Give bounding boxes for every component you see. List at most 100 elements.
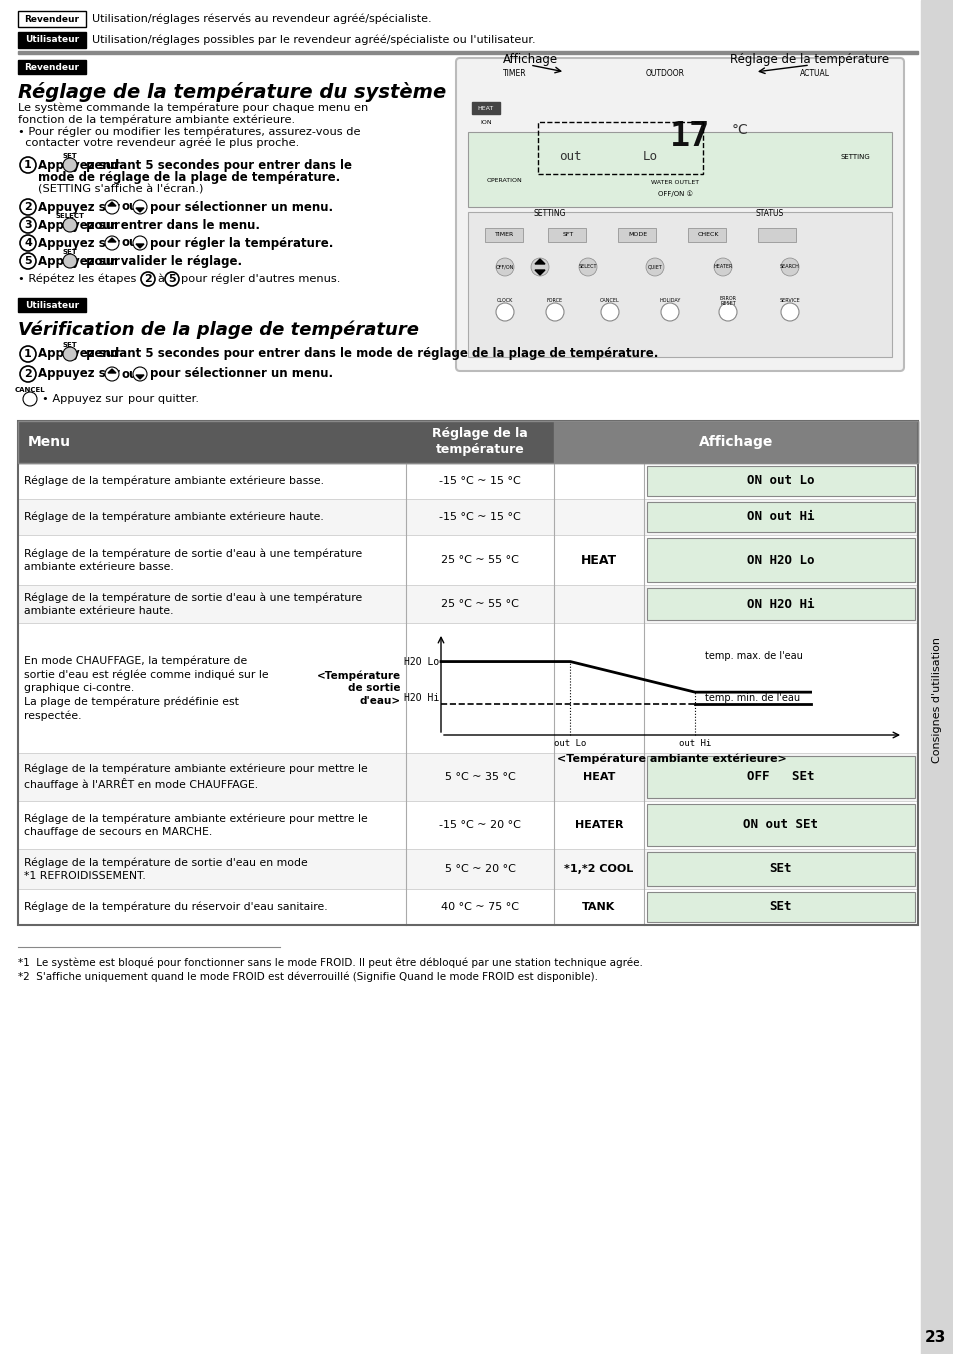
Text: -15 °C ~ 20 °C: -15 °C ~ 20 °C xyxy=(438,821,520,830)
Text: H2O Lo: H2O Lo xyxy=(403,657,438,666)
Text: • Répétez les étapes: • Répétez les étapes xyxy=(18,274,136,284)
Text: STATUS: STATUS xyxy=(755,210,783,218)
Bar xyxy=(18,535,917,585)
Text: HEAT: HEAT xyxy=(582,772,615,783)
FancyBboxPatch shape xyxy=(646,804,914,846)
Text: Affichage: Affichage xyxy=(502,54,557,66)
Text: *2  S'affiche uniquement quand le mode FROID est déverrouillé (Signifie Quand le: *2 S'affiche uniquement quand le mode FR… xyxy=(18,972,598,982)
Text: 4: 4 xyxy=(24,238,31,248)
Text: Réglage de la température ambiante extérieure pour mettre le
chauffage à l'ARRÊT: Réglage de la température ambiante extér… xyxy=(24,764,367,791)
Text: <Température
de sortie
d'eau>: <Température de sortie d'eau> xyxy=(316,670,400,705)
Text: TIMER: TIMER xyxy=(502,69,526,79)
Circle shape xyxy=(23,393,37,406)
Text: HEAT: HEAT xyxy=(477,106,494,111)
Bar xyxy=(468,131,891,207)
Text: SET: SET xyxy=(63,343,77,348)
Polygon shape xyxy=(136,209,144,213)
Text: °C: °C xyxy=(731,123,747,137)
Text: Utilisation/réglages réservés au revendeur agréé/spécialiste.: Utilisation/réglages réservés au revende… xyxy=(91,14,431,24)
Circle shape xyxy=(645,259,663,276)
FancyBboxPatch shape xyxy=(646,538,914,582)
Text: ERROR
RESET: ERROR RESET xyxy=(719,295,736,306)
Text: Réglage de la température du système: Réglage de la température du système xyxy=(18,83,446,102)
Bar xyxy=(18,890,917,925)
Bar xyxy=(18,623,917,753)
Bar xyxy=(758,227,795,242)
Text: Appuyez sur: Appuyez sur xyxy=(38,237,120,249)
Text: pour régler la température.: pour régler la température. xyxy=(150,237,333,249)
Circle shape xyxy=(132,200,147,214)
Text: temp. min. de l'eau: temp. min. de l'eau xyxy=(704,693,800,703)
Circle shape xyxy=(719,303,737,321)
Text: à: à xyxy=(157,274,164,284)
Text: 2: 2 xyxy=(24,370,31,379)
Text: FORCE: FORCE xyxy=(546,298,562,303)
FancyBboxPatch shape xyxy=(646,756,914,798)
Bar xyxy=(618,227,656,242)
Text: Vérification de la plage de température: Vérification de la plage de température xyxy=(18,321,418,340)
Circle shape xyxy=(20,253,36,269)
Text: Appuyez sur: Appuyez sur xyxy=(38,200,120,214)
Text: *1  Le système est bloqué pour fonctionner sans le mode FROID. Il peut être débl: *1 Le système est bloqué pour fonctionne… xyxy=(18,957,642,968)
Text: SET: SET xyxy=(63,249,77,255)
Text: pour valider le réglage.: pour valider le réglage. xyxy=(82,255,242,268)
Text: Utilisation/réglages possibles par le revendeur agréé/spécialiste ou l'utilisate: Utilisation/réglages possibles par le re… xyxy=(91,35,535,45)
FancyBboxPatch shape xyxy=(646,852,914,886)
Text: Réglage de la température de sortie d'eau en mode
*1 REFROIDISSEMENT.: Réglage de la température de sortie d'ea… xyxy=(24,857,308,881)
Text: SFT: SFT xyxy=(561,233,573,237)
Text: Menu: Menu xyxy=(28,435,71,450)
Text: CANCEL: CANCEL xyxy=(599,298,619,303)
Text: OFF/ON ①: OFF/ON ① xyxy=(657,191,692,198)
Bar xyxy=(18,51,917,54)
Polygon shape xyxy=(108,238,116,242)
Bar xyxy=(18,421,917,463)
Text: OPERATION: OPERATION xyxy=(487,177,522,183)
Text: ou: ou xyxy=(122,367,138,380)
Polygon shape xyxy=(108,202,116,206)
Text: QUIET: QUIET xyxy=(647,264,661,269)
Text: ON out Lo: ON out Lo xyxy=(746,474,814,487)
Circle shape xyxy=(141,272,154,286)
Text: mode de réglage de la plage de température.: mode de réglage de la plage de températu… xyxy=(38,172,340,184)
Text: SETTING: SETTING xyxy=(533,210,566,218)
Bar xyxy=(18,11,86,27)
Text: 2: 2 xyxy=(144,274,152,284)
FancyBboxPatch shape xyxy=(646,466,914,496)
Circle shape xyxy=(531,259,548,276)
Text: Réglage de la température de sortie d'eau à une température
ambiante extérieure : Réglage de la température de sortie d'ea… xyxy=(24,592,362,616)
Text: (SETTING s'affiche à l'écran.): (SETTING s'affiche à l'écran.) xyxy=(38,185,203,195)
Text: Appuyez sur: Appuyez sur xyxy=(38,218,120,232)
Text: ou: ou xyxy=(122,200,138,214)
Text: H2O Hi: H2O Hi xyxy=(403,693,438,703)
Bar xyxy=(18,849,917,890)
Text: HEAT: HEAT xyxy=(580,555,617,567)
Text: 5 °C ~ 20 °C: 5 °C ~ 20 °C xyxy=(444,864,515,873)
Bar xyxy=(468,213,891,357)
Text: Revendeur: Revendeur xyxy=(25,62,79,72)
Circle shape xyxy=(165,272,179,286)
Text: 2: 2 xyxy=(24,202,31,213)
Text: • Appuyez sur: • Appuyez sur xyxy=(42,394,123,403)
Text: Réglage de la température: Réglage de la température xyxy=(730,54,888,66)
Bar xyxy=(554,421,917,463)
Text: Réglage de la température ambiante extérieure basse.: Réglage de la température ambiante extér… xyxy=(24,475,324,486)
Text: 25 °C ~ 55 °C: 25 °C ~ 55 °C xyxy=(440,598,518,609)
Text: <Température ambiante extérieure>: <Température ambiante extérieure> xyxy=(557,754,786,764)
Text: temp. max. de l'eau: temp. max. de l'eau xyxy=(704,650,802,661)
Text: ON H2O Lo: ON H2O Lo xyxy=(746,554,814,566)
Bar xyxy=(687,227,725,242)
Text: 25 °C ~ 55 °C: 25 °C ~ 55 °C xyxy=(440,555,518,565)
Text: ON H2O Hi: ON H2O Hi xyxy=(746,597,814,611)
Text: -15 °C ~ 15 °C: -15 °C ~ 15 °C xyxy=(438,512,520,523)
Text: ou: ou xyxy=(122,237,138,249)
Circle shape xyxy=(20,366,36,382)
Circle shape xyxy=(600,303,618,321)
Circle shape xyxy=(105,200,119,214)
Text: Appuyez sur: Appuyez sur xyxy=(38,158,120,172)
Circle shape xyxy=(20,347,36,362)
Circle shape xyxy=(63,218,77,232)
Text: TANK: TANK xyxy=(581,902,615,913)
Text: out Hi: out Hi xyxy=(679,738,711,747)
Text: pendant 5 secondes pour entrer dans le: pendant 5 secondes pour entrer dans le xyxy=(82,158,352,172)
Circle shape xyxy=(63,347,77,362)
